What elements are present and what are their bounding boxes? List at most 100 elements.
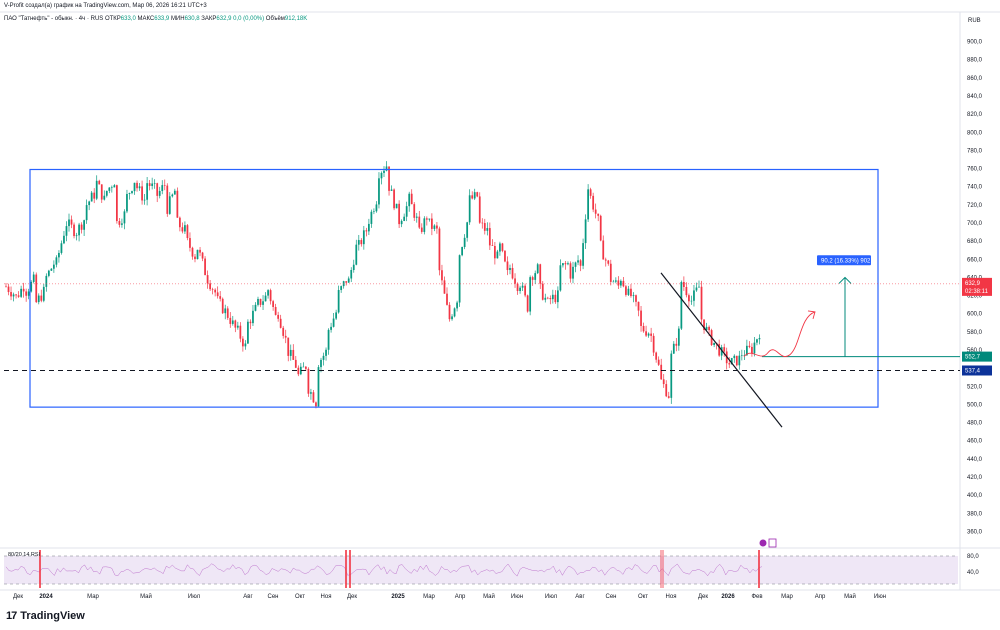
candle-body — [398, 203, 401, 225]
candle-body — [350, 270, 353, 279]
candle-body — [312, 392, 315, 403]
candle-body — [55, 257, 58, 265]
candle-body — [252, 310, 254, 324]
candle-body — [247, 321, 249, 344]
candle-body — [126, 193, 128, 212]
candle-body — [614, 280, 617, 282]
price-tick-label: 380,0 — [967, 511, 983, 517]
candle-body — [20, 288, 23, 297]
candle-body — [32, 274, 35, 282]
time-tick-label: Ноя — [666, 594, 677, 600]
candle-body — [335, 312, 338, 319]
candle-body — [441, 270, 443, 281]
candle-body — [269, 290, 272, 302]
candle-body — [68, 219, 70, 227]
time-tick-label: Ноя — [321, 594, 332, 600]
candle-body — [657, 359, 660, 365]
candle-body — [93, 192, 96, 199]
candle-body — [239, 325, 242, 339]
time-axis[interactable]: Дек 2024 Мар Май Июл Авг Сен Окт Ноя Дек 2025 Мар Ап… — [13, 593, 886, 600]
candle-body — [45, 275, 48, 287]
time-tick-label: Дек — [347, 594, 357, 600]
candle-body — [244, 343, 247, 347]
candle-body — [468, 195, 471, 223]
candle-body — [476, 192, 479, 197]
candle-body — [632, 295, 635, 297]
candle-body — [262, 301, 264, 305]
projection-arrow-icon — [807, 310, 816, 320]
candle-body — [47, 270, 50, 276]
candle-body — [22, 288, 25, 292]
candle-body — [264, 295, 267, 302]
candle-body — [536, 264, 539, 274]
candle-body — [267, 290, 269, 296]
time-tick-label: Апр — [455, 594, 466, 600]
candle-body — [662, 379, 665, 385]
time-tick-label: Апр — [815, 594, 826, 600]
time-tick-label: Дек — [698, 594, 708, 600]
time-tick-label: Июл — [545, 594, 558, 600]
candle-body — [37, 295, 40, 303]
candle-body — [493, 245, 496, 259]
candle-body — [569, 263, 572, 279]
candle-body — [121, 223, 123, 225]
candle-body — [390, 189, 393, 191]
candle-body — [375, 204, 378, 212]
candle-body — [35, 274, 38, 303]
candle-body — [551, 294, 554, 300]
candle-body — [347, 278, 350, 283]
candle-body — [567, 263, 569, 265]
candle-body — [330, 326, 332, 330]
candle-body — [151, 183, 154, 186]
candle-body — [229, 317, 232, 324]
candle-body — [642, 325, 645, 332]
candle-body — [526, 295, 529, 312]
candle-body — [168, 196, 171, 214]
candle-body — [509, 267, 511, 271]
candle-body — [501, 243, 504, 251]
time-tick-label: Июн — [874, 594, 886, 600]
candle-body — [577, 260, 579, 263]
measure-label-box — [817, 255, 871, 266]
candle-body — [738, 355, 741, 366]
open-value: 633,0 — [120, 16, 136, 22]
trendline — [660, 272, 783, 428]
candle-body — [325, 349, 327, 356]
candle-body — [158, 191, 161, 196]
candle-body — [619, 280, 622, 286]
time-tick-label: Окт — [295, 594, 305, 600]
time-tick-label: Май — [483, 593, 495, 600]
candle-body — [531, 277, 534, 280]
candle-body — [191, 247, 194, 257]
price-tick-label: 500,0 — [967, 402, 983, 408]
candle-body — [604, 259, 607, 261]
candle-body — [274, 306, 277, 315]
tradingview-logo[interactable]: 17 TradingView — [6, 610, 85, 622]
candle-body — [395, 203, 398, 209]
price-tick-label: 880,0 — [967, 58, 983, 64]
candle-body — [446, 293, 448, 305]
candle-body — [365, 230, 368, 232]
candle-body — [133, 182, 136, 192]
high-label: МАКС — [137, 16, 155, 22]
candle-body — [645, 331, 647, 336]
low-value: 630,8 — [184, 16, 200, 22]
candle-body — [380, 172, 383, 179]
candle-body — [751, 346, 753, 354]
candle-body — [105, 190, 108, 196]
candle-body — [408, 193, 411, 207]
candle-body — [88, 201, 91, 206]
candle-body — [499, 243, 501, 252]
candle-body — [486, 228, 489, 231]
candle-body — [259, 298, 262, 305]
candle-body — [352, 264, 355, 271]
candle-body — [680, 282, 683, 329]
candle-body — [5, 286, 7, 288]
candle-body — [534, 273, 537, 280]
candle-body — [456, 302, 458, 309]
candle-body — [156, 183, 159, 196]
price-axis[interactable]: 900,0 880,0 860,0 840,0 820,0 800,0 780,0 760,0… — [962, 40, 992, 536]
candle-body — [630, 288, 632, 297]
current-price-tag: 632,9 — [965, 281, 981, 287]
